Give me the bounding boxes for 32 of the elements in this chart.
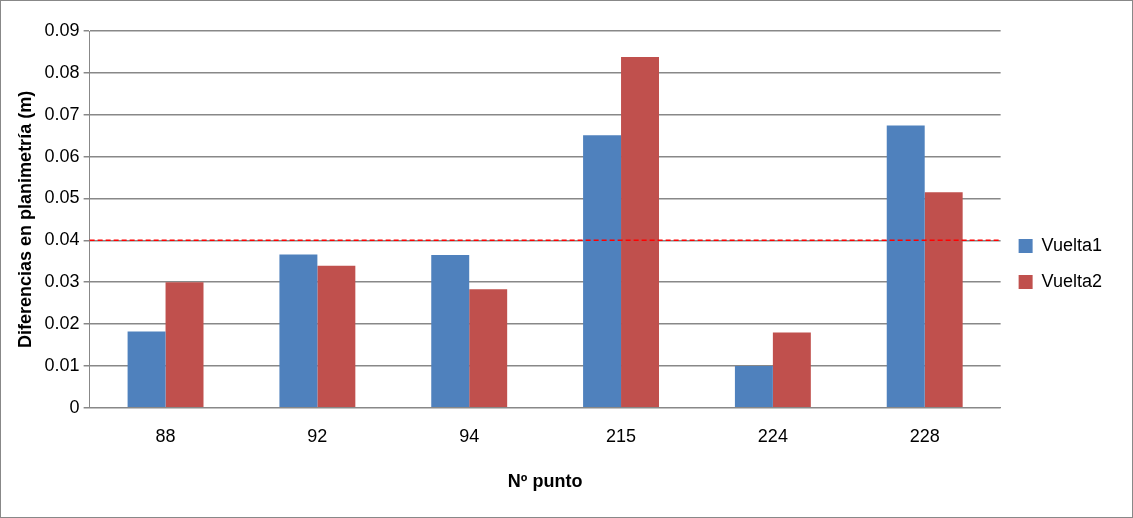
x-tick-label: 215 xyxy=(606,425,637,446)
bar xyxy=(734,365,773,408)
bar xyxy=(583,135,622,408)
x-tick-label: 88 xyxy=(155,425,176,446)
legend-label: Vuelta1 xyxy=(1041,234,1103,255)
x-tick-label: 94 xyxy=(459,425,480,446)
x-tick-label: 228 xyxy=(909,425,940,446)
y-tick-label: 0.07 xyxy=(44,103,80,124)
bar xyxy=(317,265,356,408)
bar xyxy=(924,192,963,408)
bar xyxy=(279,254,318,408)
legend-label: Vuelta2 xyxy=(1041,270,1103,291)
y-tick-label: 0.08 xyxy=(44,61,80,82)
x-tick-label: 92 xyxy=(307,425,328,446)
x-tick-label: 224 xyxy=(757,425,788,446)
bar xyxy=(469,289,508,408)
y-tick-label: 0.03 xyxy=(44,271,80,292)
bar xyxy=(886,125,925,408)
y-axis-title: Diferencias en planimetría (m) xyxy=(14,90,35,348)
y-tick-label: 0.04 xyxy=(44,229,80,250)
y-tick-label: 0 xyxy=(69,396,80,417)
y-tick-label: 0.05 xyxy=(44,187,80,208)
bar xyxy=(431,254,470,408)
bar xyxy=(772,332,811,408)
bar xyxy=(621,56,659,408)
y-tick-label: 0.01 xyxy=(44,354,80,375)
bar xyxy=(165,282,204,408)
x-axis-title: Nº punto xyxy=(507,471,583,492)
y-tick-label: 0.09 xyxy=(44,19,80,40)
bar xyxy=(127,331,166,408)
y-tick-label: 0.02 xyxy=(44,313,80,334)
y-tick-label: 0.06 xyxy=(44,145,80,166)
